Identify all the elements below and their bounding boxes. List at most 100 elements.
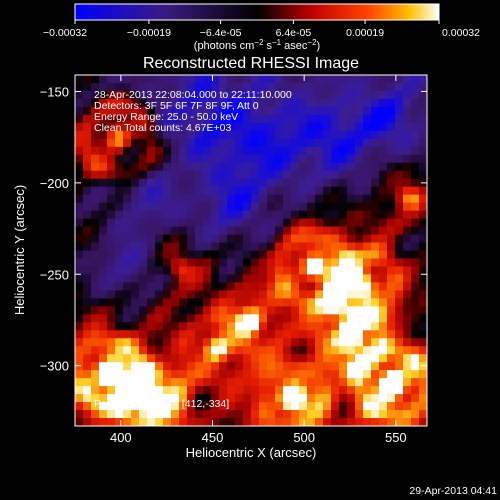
heatmap-cell bbox=[163, 314, 172, 323]
heatmap-cell bbox=[315, 258, 324, 268]
heatmap-cell bbox=[195, 218, 204, 228]
heatmap-cell bbox=[163, 386, 172, 395]
heatmap-cell bbox=[403, 178, 412, 188]
heatmap-cell bbox=[275, 354, 284, 363]
heatmap-cell bbox=[219, 386, 228, 395]
heatmap-cell bbox=[347, 130, 356, 140]
heatmap-cell bbox=[115, 98, 124, 108]
heatmap-cell bbox=[243, 322, 252, 331]
heatmap-cell bbox=[363, 226, 372, 236]
heatmap-cell bbox=[123, 170, 132, 180]
heatmap-cell bbox=[371, 386, 380, 395]
heatmap-cell bbox=[403, 130, 412, 140]
heatmap-cell bbox=[403, 410, 412, 419]
heatmap-cell bbox=[355, 186, 364, 196]
heatmap-cell bbox=[251, 322, 260, 331]
heatmap-cell bbox=[243, 410, 252, 419]
heatmap-cell bbox=[99, 274, 108, 284]
heatmap-cell bbox=[211, 234, 220, 244]
heatmap-cell bbox=[115, 354, 124, 363]
heatmap-cell bbox=[211, 186, 220, 196]
heatmap-cell bbox=[267, 82, 276, 92]
heatmap-cell bbox=[227, 98, 236, 108]
heatmap-cell bbox=[291, 410, 300, 419]
heatmap-cell bbox=[235, 258, 244, 268]
heatmap-cell bbox=[235, 226, 244, 236]
heatmap-cell bbox=[115, 122, 124, 132]
heatmap-cell bbox=[267, 162, 276, 172]
heatmap-cell bbox=[419, 346, 427, 355]
heatmap-cell bbox=[395, 346, 404, 355]
heatmap-cell bbox=[315, 178, 324, 188]
heatmap-cell bbox=[195, 138, 204, 148]
heatmap-cell bbox=[299, 298, 308, 307]
heatmap-cell bbox=[339, 370, 348, 379]
heatmap-cell bbox=[123, 322, 132, 331]
heatmap-cell bbox=[115, 226, 124, 236]
colorbar-tick-label: −6.4e-05 bbox=[200, 27, 242, 39]
heatmap-cell bbox=[219, 218, 228, 228]
heatmap-cell bbox=[387, 82, 396, 92]
heatmap-cell bbox=[371, 202, 380, 212]
heatmap-cell bbox=[195, 378, 204, 387]
heatmap-cell bbox=[387, 378, 396, 387]
heatmap-cell bbox=[99, 202, 108, 212]
heatmap-cell bbox=[155, 418, 164, 426]
heatmap-cell bbox=[355, 266, 364, 276]
heatmap-cell bbox=[339, 122, 348, 132]
heatmap-cell bbox=[323, 154, 332, 164]
heatmap-cell bbox=[315, 82, 324, 92]
heatmap-cell bbox=[99, 410, 108, 419]
heatmap-cell bbox=[251, 338, 260, 347]
heatmap-cell bbox=[99, 354, 108, 363]
heatmap-cell bbox=[75, 98, 84, 108]
heatmap-cell bbox=[203, 186, 212, 196]
heatmap-cell bbox=[139, 274, 148, 284]
heatmap-cell bbox=[323, 130, 332, 140]
heatmap-cell bbox=[259, 234, 268, 244]
heatmap-cell bbox=[171, 314, 180, 323]
heatmap-cell bbox=[75, 186, 84, 196]
heatmap-cell bbox=[395, 170, 404, 180]
heatmap-cell bbox=[363, 75, 372, 84]
heatmap-cell bbox=[243, 82, 252, 92]
heatmap-cell bbox=[379, 290, 388, 299]
heatmap-cell bbox=[187, 354, 196, 363]
heatmap-cell bbox=[419, 226, 427, 236]
heatmap-cell bbox=[211, 114, 220, 124]
heatmap-cell bbox=[75, 154, 84, 164]
heatmap-cell bbox=[331, 306, 340, 315]
heatmap-cell bbox=[179, 122, 188, 132]
heatmap-cell bbox=[291, 298, 300, 307]
heatmap-cell bbox=[195, 186, 204, 196]
heatmap-cell bbox=[387, 122, 396, 132]
heatmap-cell bbox=[251, 258, 260, 268]
heatmap-cell bbox=[147, 154, 156, 164]
heatmap-cell bbox=[363, 130, 372, 140]
heatmap-cell bbox=[307, 314, 316, 323]
heatmap-cell bbox=[291, 290, 300, 299]
heatmap-cell bbox=[339, 282, 348, 291]
heatmap-cell bbox=[411, 250, 420, 260]
heatmap-cell bbox=[307, 82, 316, 92]
heatmap-cell bbox=[267, 146, 276, 156]
heatmap-cell bbox=[155, 226, 164, 236]
heatmap-cell bbox=[235, 114, 244, 124]
heatmap-cell bbox=[419, 82, 427, 92]
heatmap-cell bbox=[291, 386, 300, 395]
heatmap-cell bbox=[179, 202, 188, 212]
heatmap-cell bbox=[275, 314, 284, 323]
heatmap-cell bbox=[91, 266, 100, 276]
heatmap-cell bbox=[395, 394, 404, 403]
heatmap-cell bbox=[347, 346, 356, 355]
heatmap-cell bbox=[147, 210, 156, 220]
heatmap-cell bbox=[283, 378, 292, 387]
heatmap-cell bbox=[387, 186, 396, 196]
heatmap-cell bbox=[147, 362, 156, 371]
heatmap-cell bbox=[211, 90, 220, 100]
heatmap-cell bbox=[379, 258, 388, 268]
heatmap-cell bbox=[131, 90, 140, 100]
heatmap-cell bbox=[107, 90, 116, 100]
heatmap-cell bbox=[131, 178, 140, 188]
heatmap-cell bbox=[315, 114, 324, 124]
